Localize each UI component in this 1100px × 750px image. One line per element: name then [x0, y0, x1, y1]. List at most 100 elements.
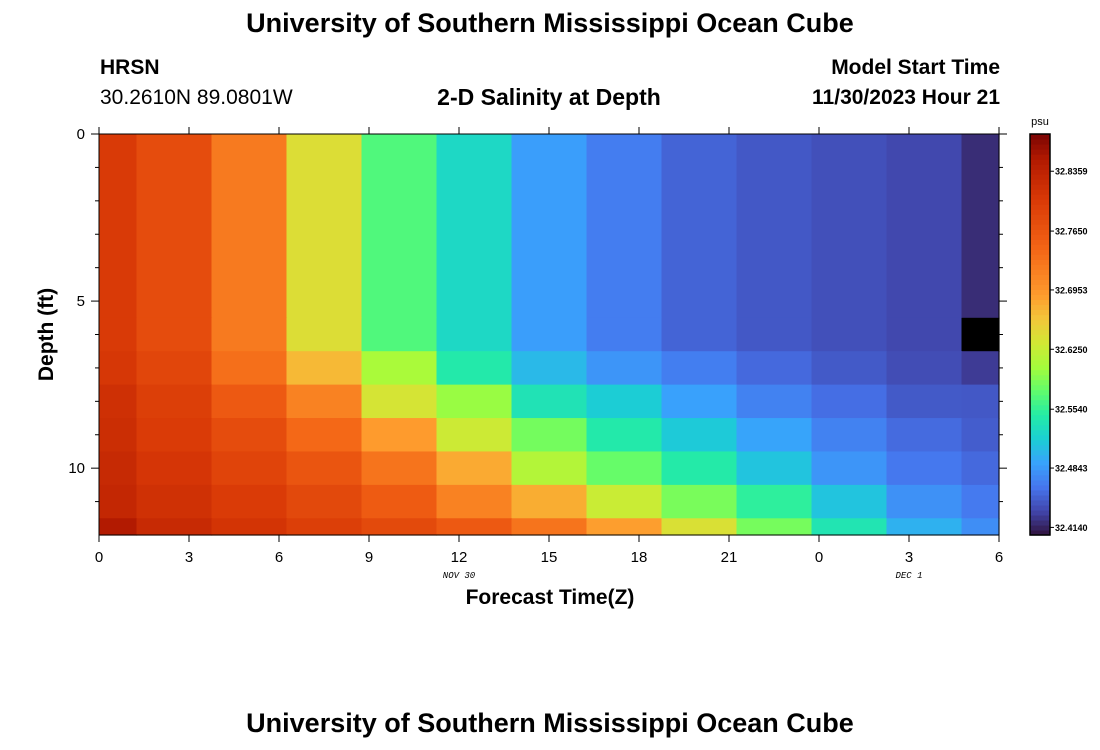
colorbar-segment [1030, 179, 1050, 185]
heatmap-cell [661, 418, 738, 453]
heatmap-cell [961, 317, 1000, 352]
heatmap-cell [586, 134, 663, 319]
colorbar-segment [1030, 364, 1050, 371]
heatmap-cell [99, 451, 138, 486]
heatmap-cell [99, 418, 138, 453]
heatmap-cell [361, 518, 438, 536]
colorbar-segment [1030, 224, 1050, 230]
colorbar-segment [1030, 339, 1050, 346]
heatmap-cell [436, 134, 513, 319]
colorbar-segment [1030, 229, 1050, 235]
heatmap-cell [211, 134, 288, 319]
heatmap-cell [586, 518, 663, 536]
heatmap-cell [736, 518, 813, 536]
heatmap-cell [286, 518, 363, 536]
heatmap-cell [511, 451, 588, 486]
colorbar-segment [1030, 374, 1050, 381]
colorbar-segment [1030, 454, 1050, 461]
heatmap-cell [961, 134, 1000, 319]
heatmap-cell [211, 351, 288, 386]
colorbar-segment [1030, 354, 1050, 361]
heatmap-cell [286, 351, 363, 386]
heatmap-cell [511, 418, 588, 453]
y-tick-label: 10 [68, 460, 85, 477]
colorbar-segment [1030, 314, 1050, 321]
colorbar-segment [1030, 529, 1050, 536]
heatmap-cell [886, 451, 963, 486]
heatmap-cell [811, 451, 888, 486]
heatmap-cell [661, 484, 738, 519]
x-tick-label: 3 [905, 549, 913, 566]
colorbar-tick-label: 32.4140 [1055, 523, 1088, 533]
heatmap-cell [511, 384, 588, 419]
heatmap-cell [136, 351, 213, 386]
station-name: HRSN [100, 56, 160, 79]
colorbar-segment [1030, 514, 1050, 521]
y-tick-label: 0 [77, 126, 85, 143]
colorbar-segment [1030, 139, 1050, 145]
heatmap-cell [811, 351, 888, 386]
heatmap-cell [886, 134, 963, 319]
heatmap-cell [661, 317, 738, 352]
colorbar-segment [1030, 379, 1050, 386]
heatmap-cell [586, 317, 663, 352]
colorbar-segment [1030, 239, 1050, 245]
heatmap-cell [286, 384, 363, 419]
colorbar-segment [1030, 394, 1050, 401]
colorbar-segment [1030, 439, 1050, 446]
heatmap-cell [136, 384, 213, 419]
heatmap-cell [886, 484, 963, 519]
colorbar-segment [1030, 204, 1050, 210]
date-label: DEC 1 [895, 571, 922, 581]
colorbar-segment [1030, 234, 1050, 240]
station-coordinates: 30.2610N 89.0801W [100, 86, 293, 109]
x-tick-label: 6 [995, 549, 1003, 566]
colorbar-segment [1030, 274, 1050, 280]
heatmap-cell [436, 418, 513, 453]
y-tick-label: 5 [77, 293, 85, 310]
heatmap-cell [961, 484, 1000, 519]
heatmap-cell [361, 418, 438, 453]
colorbar-segment [1030, 324, 1050, 331]
heatmap-cell [361, 384, 438, 419]
heatmap-cell [99, 317, 138, 352]
heatmap-cell [886, 317, 963, 352]
colorbar-segment [1030, 294, 1050, 301]
page-title-bottom: University of Southern Mississippi Ocean… [246, 708, 854, 738]
colorbar-segment [1030, 444, 1050, 451]
heatmap-cell [286, 317, 363, 352]
y-axis-label: Depth (ft) [35, 288, 58, 381]
heatmap-cell [886, 351, 963, 386]
colorbar-segment [1030, 284, 1050, 290]
colorbar-segment [1030, 134, 1050, 140]
heatmap-cell [886, 384, 963, 419]
heatmap-cell [811, 518, 888, 536]
heatmap-cell [736, 134, 813, 319]
x-tick-label: 12 [451, 549, 468, 566]
colorbar-segment [1030, 254, 1050, 260]
colorbar-segment [1030, 474, 1050, 481]
heatmap-cell [436, 351, 513, 386]
colorbar-segment [1030, 244, 1050, 250]
colorbar-segment [1030, 279, 1050, 285]
heatmap-cell [811, 384, 888, 419]
plot-title: 2-D Salinity at Depth [437, 84, 661, 110]
heatmap-cell [736, 317, 813, 352]
heatmap-cell [211, 384, 288, 419]
heatmap-cell [661, 384, 738, 419]
heatmap-cell [586, 484, 663, 519]
heatmap-cell [436, 451, 513, 486]
colorbar-segment [1030, 399, 1050, 406]
colorbar-tick-label: 32.6250 [1055, 345, 1088, 355]
colorbar-tick-label: 32.5540 [1055, 405, 1088, 415]
heatmap-cell [511, 518, 588, 536]
colorbar-segment [1030, 184, 1050, 190]
heatmap-cell [661, 518, 738, 536]
colorbar-segment [1030, 434, 1050, 441]
heatmap-cell [211, 317, 288, 352]
x-tick-label: 0 [95, 549, 103, 566]
heatmap-cell [736, 484, 813, 519]
colorbar-segment [1030, 504, 1050, 511]
heatmap-cell [886, 418, 963, 453]
x-tick-label: 18 [631, 549, 648, 566]
